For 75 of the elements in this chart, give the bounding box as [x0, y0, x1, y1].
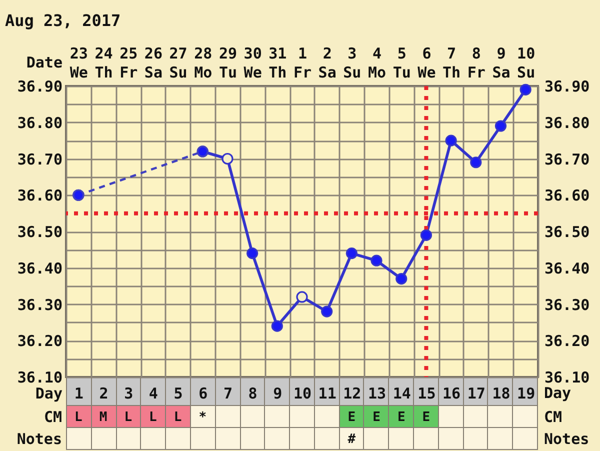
x2-tick-label: 10	[293, 384, 312, 402]
x-tick-label: 24 Th	[94, 44, 113, 82]
x2-tick-label: 3	[124, 384, 134, 402]
y-tick-label: 36.60	[17, 186, 62, 205]
x-tick-label: 25 Fr	[120, 44, 138, 82]
text: M	[99, 410, 108, 425]
text: Notes	[16, 430, 62, 448]
x2-tick-label: 7	[223, 384, 232, 402]
y2-tick-label: 36.60	[544, 186, 590, 205]
x-tick-label: 5 Tu	[392, 44, 411, 82]
x-tick-label: 7 Th	[442, 44, 461, 82]
x-tick-label: 1 Fr	[293, 44, 312, 82]
x2-tick-label: 4	[148, 384, 158, 402]
x-tick-label: 3 Su	[343, 44, 362, 82]
y-tick-label: 36.70	[17, 150, 62, 168]
x2-axis-title: Day	[35, 384, 62, 402]
x2-tick-label: 1	[74, 384, 84, 402]
x-tick-label: 28 Mo	[194, 44, 212, 82]
text: L	[149, 410, 158, 425]
x2-tick-label: 13	[368, 384, 386, 402]
text: E	[397, 410, 406, 425]
x2-tick-label: 15	[418, 384, 436, 402]
x2-tick-label: 11	[318, 384, 336, 402]
y2-tick-label: 36.70	[544, 150, 590, 168]
x-tick-label: 23 We	[70, 44, 88, 82]
x2-tick-label: 8	[248, 384, 258, 402]
x-tick-label: 6 We	[418, 44, 436, 82]
y-tick-label: 36.50	[17, 223, 62, 241]
x2-tick-label: 5	[174, 384, 183, 402]
x-tick-label: 4 Mo	[368, 44, 386, 82]
x2-tick-label: 14	[392, 384, 411, 402]
x2-tick-label: 2	[99, 384, 108, 402]
y2-tick-label: 36.80	[544, 114, 590, 132]
y2-tick-label: 36.30	[544, 296, 590, 314]
x2-tick-label: 16	[442, 384, 461, 402]
y-tick-label: 36.20	[17, 332, 62, 350]
y2-tick-label: 36.50	[544, 223, 590, 241]
x2-tick-label: 12	[343, 384, 362, 402]
y-tick-label: 36.10	[17, 368, 62, 386]
x2-tick-label: 17	[467, 384, 486, 402]
text: L	[124, 410, 132, 425]
y2-tick-label: 36.40	[544, 259, 590, 278]
x2-tick-label: 6	[198, 384, 208, 402]
text: L	[174, 410, 182, 425]
y2-tick-label: 36.10	[544, 368, 590, 386]
x-tick-label: 26 Sa	[144, 44, 162, 82]
x-tick-label: 9 Sa	[492, 44, 510, 82]
y2-tick-label: 36.20	[544, 332, 590, 350]
x2-tick-label: 19	[517, 384, 536, 402]
x2-tick-label: 9	[273, 384, 282, 402]
text: CM	[544, 408, 562, 426]
x-tick-label: 27 Su	[169, 44, 188, 82]
x-tick-label: 2 Sa	[318, 44, 336, 82]
text: E	[422, 410, 430, 425]
x-tick-label: 29 Tu	[218, 44, 238, 82]
text: E	[372, 410, 380, 425]
x2-tick-label: 18	[492, 384, 510, 402]
chart-title: Aug 23, 2017	[5, 11, 121, 30]
y2-tick-label: 36.90	[544, 78, 590, 96]
x-tick-label: 31 Th	[268, 44, 287, 82]
text: E	[348, 410, 356, 425]
text: *	[198, 410, 207, 425]
text: #	[348, 432, 356, 447]
x-tick-label: 8 Fr	[467, 44, 486, 82]
text: Day	[544, 384, 572, 402]
x-axis-title: Date	[26, 54, 62, 72]
y-tick-label: 36.30	[17, 296, 62, 314]
y-tick-label: 36.90	[17, 78, 62, 96]
text: L	[74, 410, 83, 425]
text: CM	[44, 408, 62, 426]
y-tick-label: 36.40	[17, 259, 62, 278]
x-tick-label: 30 We	[244, 44, 262, 82]
x-tick-label: 10 Su	[517, 44, 536, 82]
text: Notes	[544, 430, 590, 448]
y-tick-label: 36.80	[17, 114, 62, 132]
